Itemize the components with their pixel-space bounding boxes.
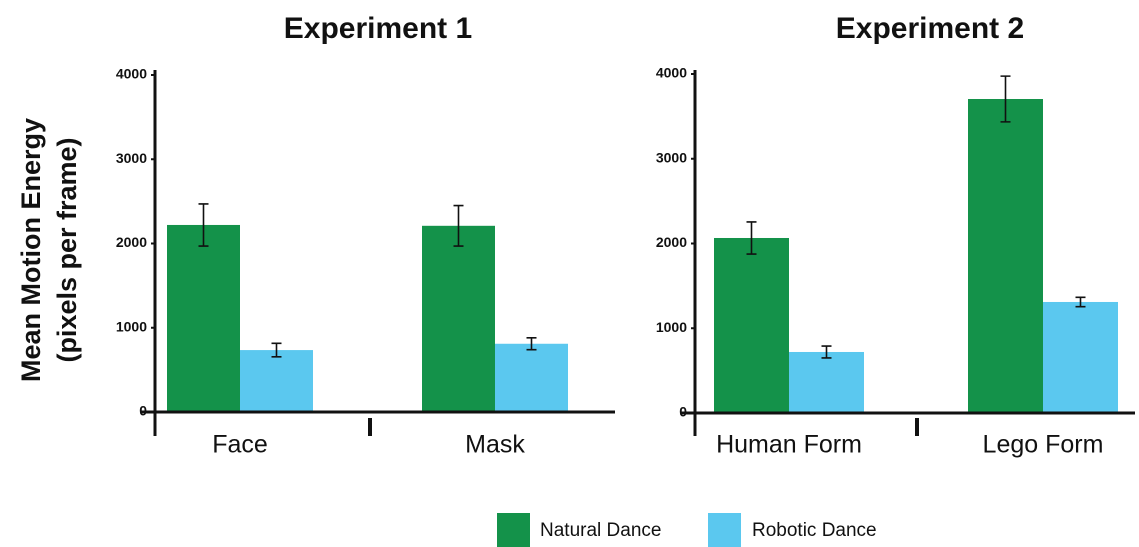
error-bar [198,203,209,247]
x-tick-label: Human Form [716,431,862,459]
bar [714,237,789,413]
error-bar [821,345,832,359]
y-axis-label: (pixels per frame) [52,137,82,362]
error-bar [271,342,282,358]
y-tick-label: 3000 [656,149,687,165]
error-bar [453,204,464,247]
x-tick-label: Mask [465,431,525,459]
error-bar [746,221,757,255]
y-tick-label: 1000 [656,319,687,335]
chart-title: Experiment 1 [284,12,472,45]
bar [789,351,864,413]
bar [968,99,1043,413]
legend-label: Robotic Dance [752,520,877,541]
chart-title: Experiment 2 [836,12,1024,45]
bar [240,350,313,412]
y-tick-label: 1000 [116,318,147,334]
y-tick-label: 2000 [656,234,687,250]
error-bar [1075,296,1086,308]
bar [167,224,240,412]
legend-label: Natural Dance [540,520,661,541]
y-axis-label: Mean Motion Energy [16,118,46,382]
error-bar [1000,75,1011,123]
legend-swatch [497,513,530,547]
error-bar [526,337,537,351]
legend-swatch [708,513,741,547]
y-tick-label: 4000 [656,65,687,81]
bar [1043,301,1118,413]
y-tick-label: 4000 [116,66,147,82]
bar [495,343,568,412]
y-tick-label: 2000 [116,234,147,250]
x-tick-label: Face [212,431,268,459]
y-tick-label: 3000 [116,150,147,166]
bar [422,225,495,412]
x-tick-label: Lego Form [983,431,1104,459]
